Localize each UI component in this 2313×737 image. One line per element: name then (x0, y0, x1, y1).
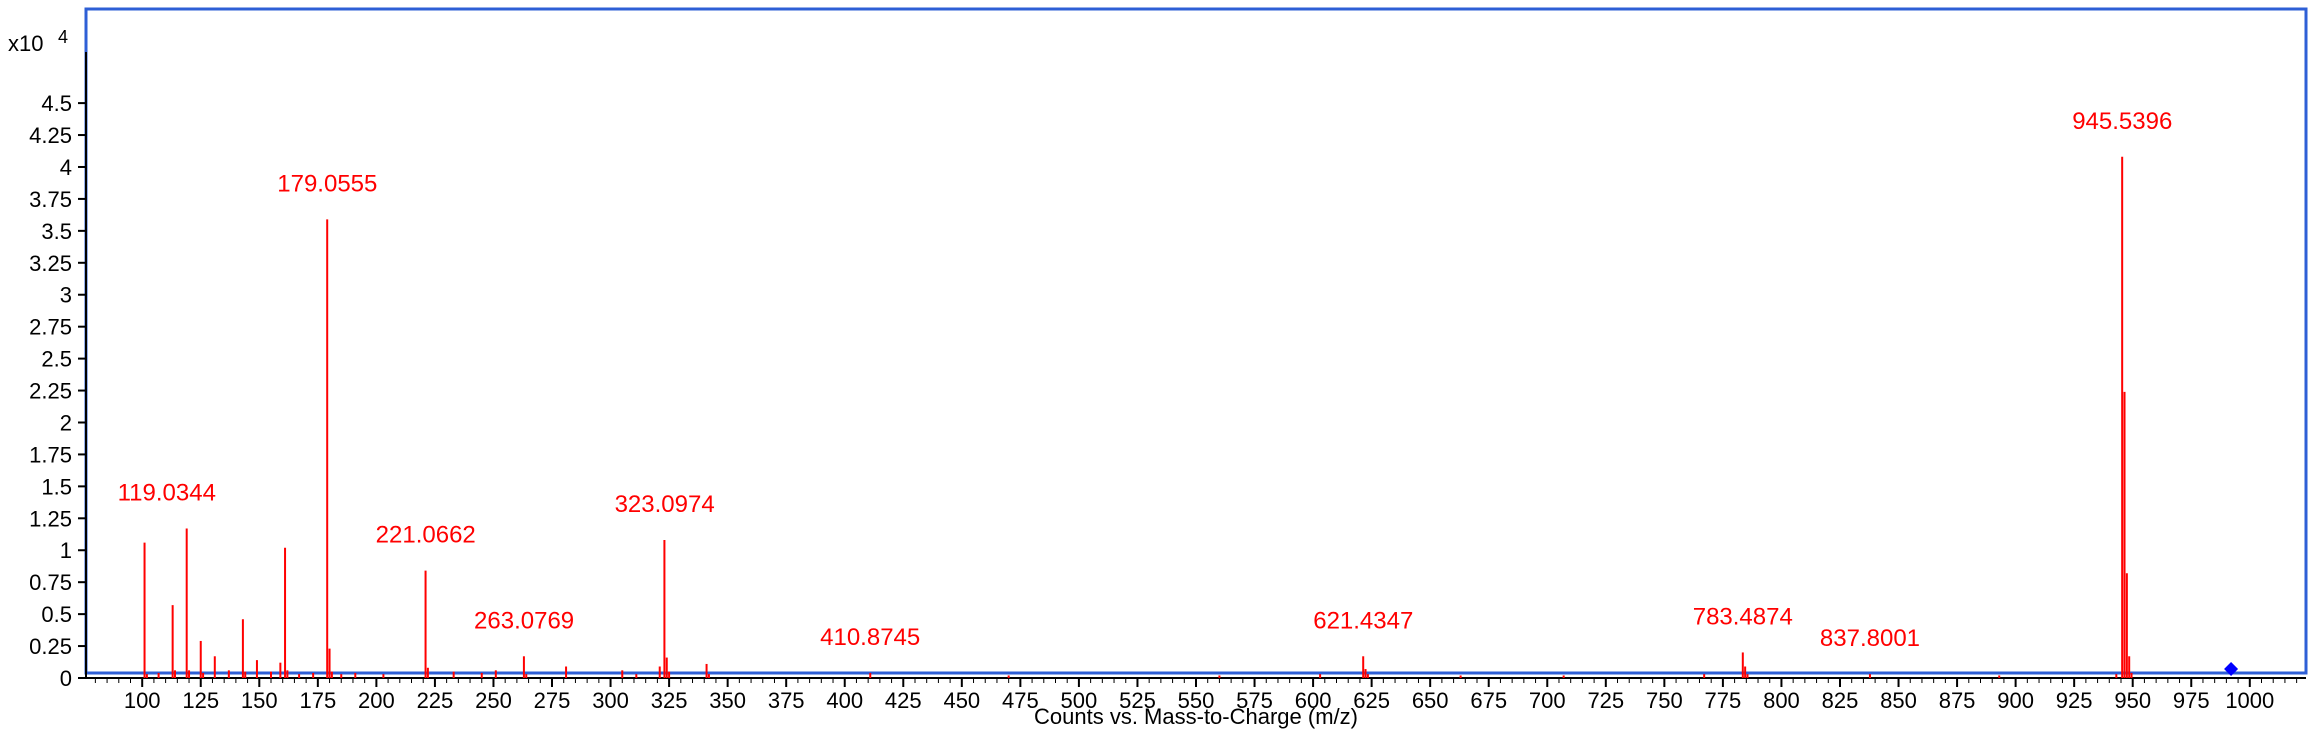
x-tick-label: 275 (534, 688, 571, 713)
x-tick-label: 400 (826, 688, 863, 713)
y-tick-label: 2.25 (29, 379, 72, 404)
x-tick-label: 550 (1178, 688, 1215, 713)
y-tick-label: 4.25 (29, 123, 72, 148)
y-tick-label: 1.25 (29, 506, 72, 531)
x-tick-label: 525 (1119, 688, 1156, 713)
peak-annotation-label: 263.0769 (474, 607, 574, 634)
x-tick-label: 725 (1587, 688, 1624, 713)
y-tick-label: 0.25 (29, 634, 72, 659)
x-tick-label: 250 (475, 688, 512, 713)
precursor-marker-group (2224, 662, 2239, 677)
peak-annotation-label: 221.0662 (376, 522, 476, 549)
y-tick-label: 0 (60, 666, 72, 691)
x-tick-label: 450 (943, 688, 980, 713)
x-tick-label: 875 (1939, 688, 1976, 713)
y-multiplier-exponent: 4 (58, 27, 68, 47)
x-tick-label: 575 (1236, 688, 1273, 713)
x-tick-label: 225 (417, 688, 454, 713)
peak-annotations: 945.5396 179.0555 119.0344 323.0974 221.0662… (118, 108, 2173, 652)
x-tick-label: 175 (299, 688, 336, 713)
y-tick-label: 2.75 (29, 315, 72, 340)
x-tick-label: 900 (1997, 688, 2034, 713)
x-tick-label: 500 (1061, 688, 1098, 713)
x-axis-ticks: 100 125 150 175 200 225 250 275 300 325 350 375 400 4… (94, 678, 2298, 713)
peak-annotation-label: 119.0344 (118, 480, 216, 507)
y-tick-label: 3.75 (29, 187, 72, 212)
x-tick-label: 675 (1470, 688, 1507, 713)
precursor-diamond-marker (2224, 662, 2239, 677)
x-tick-label: 200 (358, 688, 395, 713)
x-tick-label: 350 (709, 688, 746, 713)
x-tick-label: 850 (1880, 688, 1917, 713)
peak-annotation-label: 621.4347 (1313, 607, 1413, 634)
x-tick-label: 975 (2173, 688, 2210, 713)
x-tick-label: 825 (1822, 688, 1859, 713)
x-tick-label: 925 (2056, 688, 2093, 713)
x-tick-label: 750 (1646, 688, 1683, 713)
x-tick-label: 425 (885, 688, 922, 713)
y-tick-label: 0.5 (41, 602, 72, 627)
peak-annotation-label: 323.0974 (615, 491, 715, 518)
x-tick-label: 600 (1295, 688, 1332, 713)
x-tick-label: 300 (592, 688, 629, 713)
y-tick-label: 2 (60, 410, 72, 435)
y-tick-label: 3.5 (41, 219, 72, 244)
y-tick-label: 1.75 (29, 442, 72, 467)
peak-annotation-label: 783.4874 (1693, 603, 1793, 630)
spectrum-peaks (143, 156, 2133, 678)
x-tick-label: 775 (1705, 688, 1742, 713)
x-axis-title: Counts vs. Mass-to-Charge (m/z) (1034, 704, 1358, 729)
peak-annotation-label: 945.5396 (2072, 108, 2172, 135)
y-tick-label: 1.5 (41, 474, 72, 499)
peak-annotation-label: 179.0555 (277, 170, 377, 197)
x-tick-label: 125 (182, 688, 219, 713)
y-tick-label: 0.75 (29, 570, 72, 595)
x-tick-label: 475 (1002, 688, 1039, 713)
x-tick-label: 950 (2114, 688, 2151, 713)
x-tick-label: 650 (1412, 688, 1449, 713)
x-tick-label: 800 (1763, 688, 1800, 713)
y-axis-ticks: 0 0.25 0.5 0.75 1 1.25 1.5 1.75 2 2.25 2.5 2.75 3 3.2… (29, 91, 86, 691)
x-tick-label: 325 (651, 688, 688, 713)
y-tick-label: 4 (60, 155, 72, 180)
x-tick-label: 625 (1353, 688, 1390, 713)
plot-frame (84, 7, 2308, 675)
y-tick-label: 3.25 (29, 251, 72, 276)
y-tick-label: 3 (60, 283, 72, 308)
x-tick-label: 375 (768, 688, 805, 713)
peak-annotation-label: 410.8745 (820, 624, 920, 651)
y-tick-label: 4.5 (41, 91, 72, 116)
y-multiplier-label: x10 (8, 31, 43, 56)
x-tick-label: 700 (1529, 688, 1566, 713)
peak-annotation-label: 837.8001 (1820, 625, 1920, 652)
x-tick-label: 100 (124, 688, 161, 713)
x-tick-label: 1000 (2225, 688, 2274, 713)
y-tick-label: 1 (60, 538, 72, 563)
y-tick-label: 2.5 (41, 347, 72, 372)
x-tick-label: 150 (241, 688, 278, 713)
